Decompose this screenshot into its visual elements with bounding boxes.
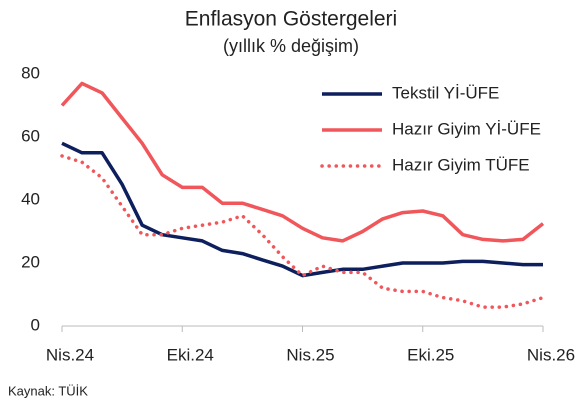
series-line [60, 81, 545, 243]
source-note: Kaynak: TÜİK [8, 383, 88, 398]
series-line [60, 154, 545, 309]
y-tick-label: 40 [21, 189, 40, 208]
x-tick-label: Nis.26 [527, 345, 575, 364]
legend-label: Hazır Giyim Yİ-ÜFE [392, 119, 541, 138]
series-line [61, 141, 543, 278]
x-tick-label: Nis.25 [286, 345, 334, 364]
chart-title: Enflasyon Göstergeleri [185, 8, 397, 31]
y-tick-label: 0 [31, 315, 40, 334]
chart-subtitle: (yıllık % değişim) [223, 36, 359, 56]
x-tick-label: Eki.24 [167, 345, 214, 364]
x-tick-label: Eki.25 [407, 345, 454, 364]
legend-label: Hazır Giyim TÜFE [392, 155, 530, 174]
x-tick-label: Nis.24 [46, 345, 94, 364]
legend-label: Tekstil Yİ-ÜFE [392, 83, 499, 102]
y-tick-label: 60 [21, 126, 40, 145]
y-tick-label: 80 [21, 63, 40, 82]
y-tick-label: 20 [21, 252, 40, 271]
